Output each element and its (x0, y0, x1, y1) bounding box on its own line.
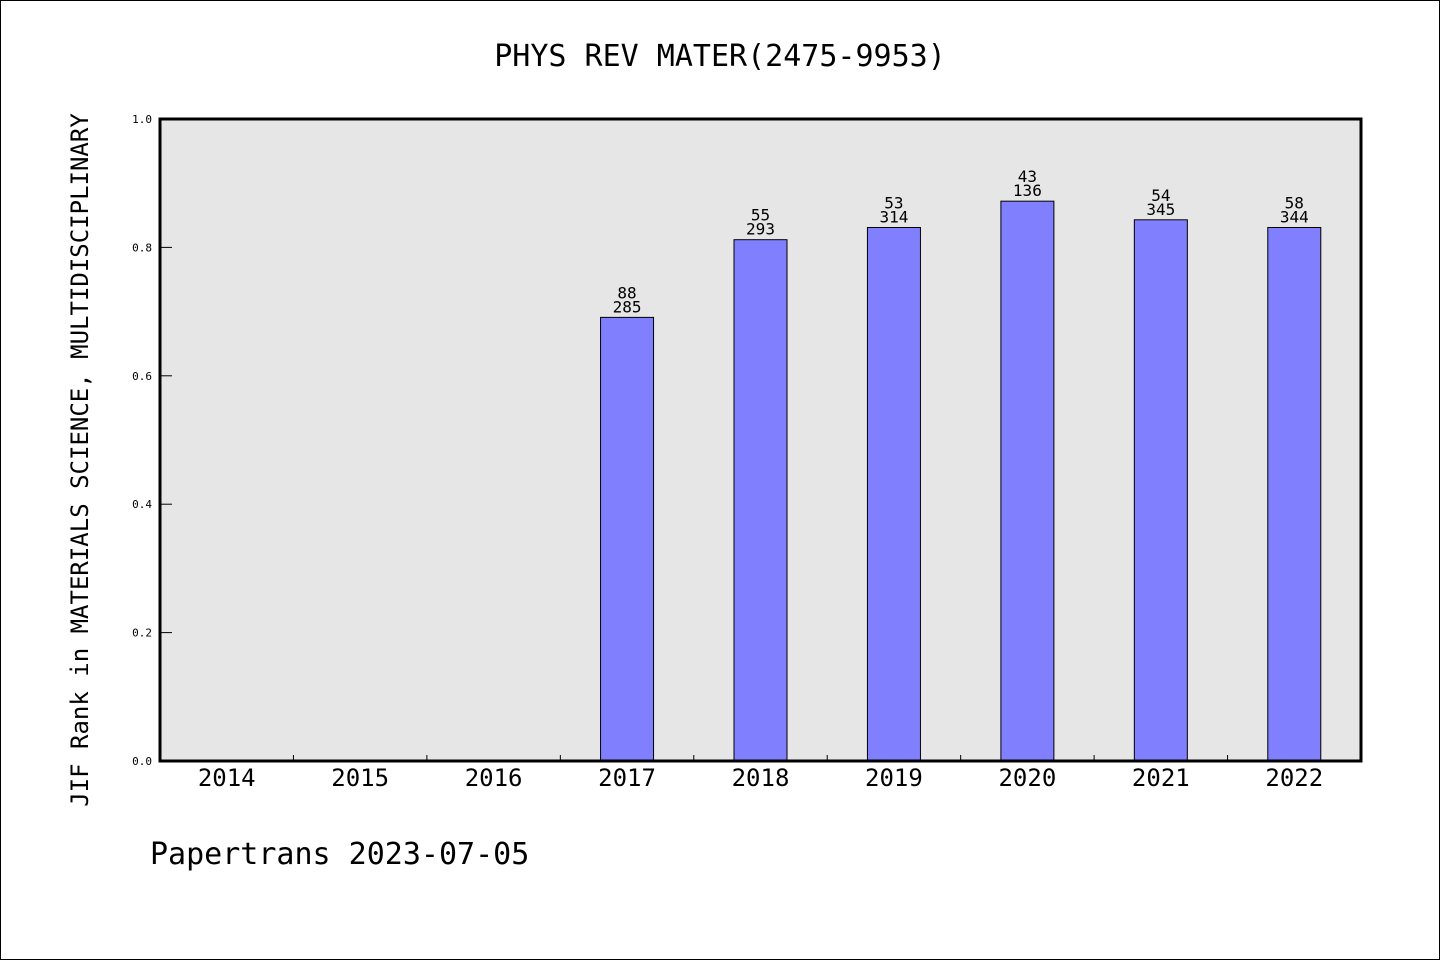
bar (600, 316, 655, 762)
x-tick-label: 2014 (198, 764, 256, 792)
y-tick-label: 0.6 (132, 370, 152, 383)
bar (866, 226, 921, 762)
bar-rank-label: 53 (884, 193, 903, 212)
bar (1133, 219, 1188, 762)
bar-rank-label: 55 (751, 206, 770, 225)
footer-text: Papertrans 2023-07-05 (150, 837, 529, 872)
y-tick-label: 0.4 (132, 498, 152, 511)
bar (733, 239, 788, 762)
bar-rank-label: 43 (1018, 167, 1037, 186)
bar-total-label: 293 (746, 220, 775, 239)
bar-total-label: 285 (613, 297, 642, 316)
bar (1267, 226, 1322, 762)
bar-rank-label: 58 (1285, 193, 1304, 212)
bar-total-label: 136 (1013, 181, 1042, 200)
plot-frame (158, 117, 1363, 763)
chart-title: PHYS REV MATER(2475-9953) (494, 39, 946, 74)
bar-rank-label: 54 (1151, 186, 1170, 205)
bar-rank-label: 88 (617, 283, 636, 302)
x-tick-label: 2020 (998, 764, 1056, 792)
bar-total-label: 314 (879, 207, 908, 226)
bar-total-label: 345 (1146, 200, 1175, 219)
bar-total-label: 344 (1280, 207, 1309, 226)
x-tick-label: 2018 (732, 764, 790, 792)
x-tick-label: 2019 (865, 764, 923, 792)
bar (1000, 200, 1055, 762)
y-axis-label: JIF Rank in MATERIALS SCIENCE, MULTIDISC… (66, 113, 94, 807)
x-tick-label: 2015 (331, 764, 389, 792)
x-tick-label: 2021 (1132, 764, 1190, 792)
x-tick-label: 2017 (598, 764, 656, 792)
x-tick-label: 2016 (465, 764, 523, 792)
y-tick-label: 0.8 (132, 241, 152, 254)
y-tick-label: 0.2 (132, 627, 152, 640)
x-tick-label: 2022 (1265, 764, 1323, 792)
y-tick-label: 0.0 (132, 755, 152, 768)
y-tick-label: 1.0 (132, 113, 152, 126)
